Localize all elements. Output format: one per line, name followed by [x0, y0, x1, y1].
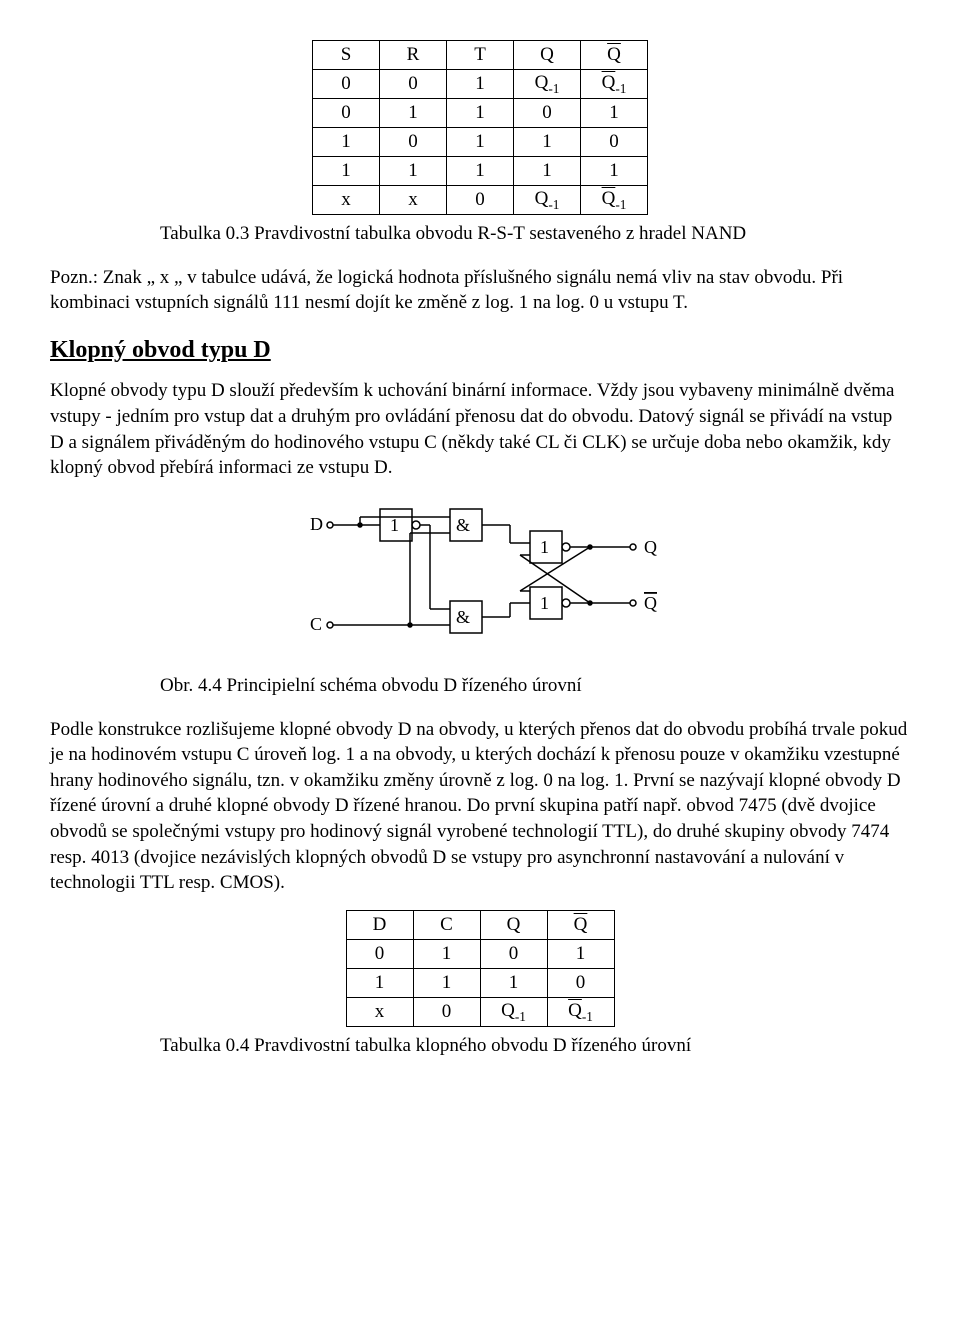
gate-nor1-label: 1	[540, 537, 549, 557]
label-c: C	[310, 614, 322, 634]
table-row: 0 1 0 1	[346, 940, 614, 969]
truth-table-d: D C Q Q 0 1 0 1 1 1 1 0 x 0 Q-1 Q-1	[346, 910, 615, 1027]
gate-and1-label: &	[456, 515, 470, 535]
note-paragraph: Pozn.: Znak „ x „ v tabulce udává, že lo…	[50, 265, 910, 316]
th-qbar: Q	[581, 41, 648, 70]
th-qbar2: Q	[547, 911, 614, 940]
label-d: D	[310, 514, 323, 534]
typu-d-paragraph: Klopné obvody typu D slouží především k …	[50, 378, 910, 481]
gate-nor2-label: 1	[540, 593, 549, 613]
table-row: 0 0 1 Q-1 Q-1	[313, 70, 648, 99]
truth-table-rst: S R T Q Q 0 0 1 Q-1 Q-1 0 1 1 0 1 1 0 1 …	[312, 40, 648, 215]
table-row: 1 0 1 1 0	[313, 128, 648, 157]
th-q2: Q	[480, 911, 547, 940]
table-row: 1 1 1 0	[346, 969, 614, 998]
gate-not-label: 1	[390, 515, 399, 535]
th-s: S	[313, 41, 380, 70]
th-q: Q	[514, 41, 581, 70]
th-r: R	[380, 41, 447, 70]
label-qbar: Q	[644, 593, 657, 613]
th-d: D	[346, 911, 413, 940]
table-row: x 0 Q-1 Q-1	[346, 998, 614, 1027]
table-row: 1 1 1 1 1	[313, 157, 648, 186]
table-row: 0 1 1 0 1	[313, 99, 648, 128]
table2-caption: Tabulka 0.4 Pravdivostní tabulka klopnéh…	[160, 1033, 910, 1059]
long-paragraph: Podle konstrukce rozlišujeme klopné obvo…	[50, 717, 910, 896]
th-t: T	[447, 41, 514, 70]
label-q: Q	[644, 537, 657, 557]
gate-and2-label: &	[456, 607, 470, 627]
figure-caption: Obr. 4.4 Principielní schéma obvodu D ří…	[160, 673, 910, 699]
th-c: C	[413, 911, 480, 940]
section-heading: Klopný obvod typu D	[50, 334, 910, 366]
table-row: x x 0 Q-1 Q-1	[313, 186, 648, 215]
schematic-d-latch: D C 1 & &	[50, 495, 910, 665]
table1-caption: Tabulka 0.3 Pravdivostní tabulka obvodu …	[160, 221, 910, 247]
